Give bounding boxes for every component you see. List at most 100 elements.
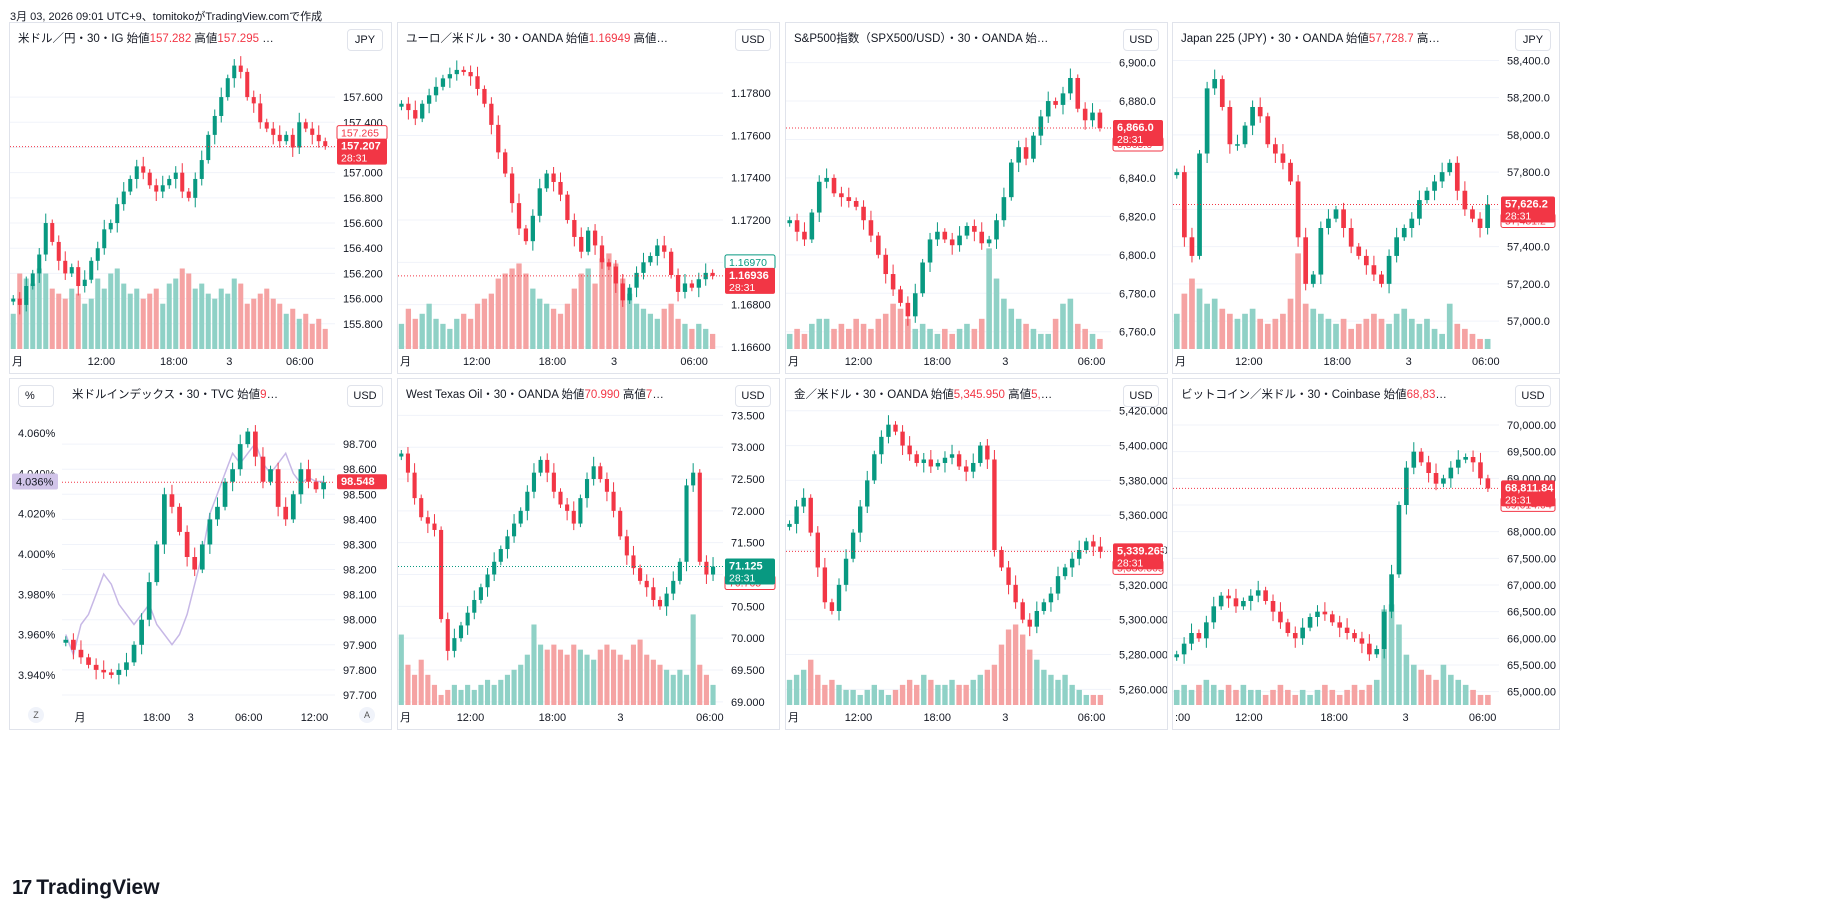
volume-bar — [1204, 303, 1210, 349]
volume-bar — [1067, 298, 1074, 349]
candle-body — [485, 574, 490, 588]
volume-bar — [703, 674, 709, 705]
currency-button[interactable]: USD — [1123, 385, 1159, 407]
candle-body — [618, 510, 623, 537]
chart-panel[interactable]: 98.700 98.600 98.500 98.400 98.300 98.200 98.1… — [9, 378, 392, 730]
candle-body — [1379, 274, 1384, 284]
y-tick-label: 67,000.00 — [1507, 580, 1556, 592]
percent-scale-button[interactable]: % — [18, 385, 54, 407]
candle-body — [957, 235, 962, 246]
panel-title[interactable]: West Texas Oil・30・OANDA 始値70.990 高値71.14… — [406, 386, 669, 402]
currency-button[interactable]: USD — [1515, 385, 1551, 407]
candle-body — [634, 272, 639, 288]
volume-bar — [928, 679, 934, 705]
volume-bar — [425, 674, 431, 705]
panel-title[interactable]: ビットコイン／米ドル・30・Coinbase 始値68,832.00 高値... — [1181, 386, 1449, 402]
candle-body — [544, 173, 549, 189]
currency-button[interactable]: USD — [347, 385, 383, 407]
volume-bar — [447, 328, 453, 349]
candle-body — [1048, 593, 1054, 603]
volume-bar — [971, 328, 978, 349]
zoom-button[interactable]: Z — [28, 707, 44, 723]
tradingview-logo[interactable]: 17 TradingView — [12, 876, 160, 900]
candle-body — [1315, 611, 1320, 617]
candle-body — [1441, 478, 1446, 484]
candle-body — [232, 65, 237, 79]
candle-body — [162, 494, 167, 545]
currency-button[interactable]: USD — [735, 385, 771, 407]
x-tick-label: 3 — [617, 712, 623, 724]
candle-body — [898, 289, 903, 303]
candle-body — [121, 191, 126, 205]
currency-button[interactable]: JPY — [347, 29, 383, 51]
volume-bar — [451, 684, 457, 705]
candle-body — [1060, 93, 1066, 105]
candle-body — [63, 639, 69, 643]
y-tick-label: 156.800 — [343, 193, 383, 205]
candle-body — [1219, 79, 1225, 107]
candle-body — [530, 215, 535, 242]
volume-bar — [654, 318, 660, 349]
candle-body — [1041, 602, 1047, 611]
volume-bar — [1001, 298, 1007, 349]
panel-title[interactable]: S&P500指数（SPX500/USD）・30・OANDA 始値6,868.4 … — [794, 30, 1057, 46]
candle-body — [489, 103, 494, 125]
volume-bar — [1012, 624, 1019, 705]
y-tick-label: 98.500 — [343, 489, 377, 501]
panel-title[interactable]: 米ドル／円・30・IG 始値157.282 高値157.295 安値157.20… — [18, 30, 281, 46]
volume-bar — [495, 278, 501, 349]
candle-body — [1485, 204, 1490, 228]
chart-panel[interactable]: 6,900.06,880.06,860.06,840.06,820.06,800… — [785, 22, 1168, 374]
volume-bar — [838, 323, 845, 349]
currency-button[interactable]: JPY — [1515, 29, 1551, 51]
candle-body — [1062, 567, 1068, 577]
candle-body — [620, 283, 625, 301]
volume-bar — [914, 684, 920, 705]
panel-title[interactable]: 金／米ドル・30・OANDA 始値5,345.950 高値5,346.600 安… — [794, 386, 1057, 402]
candle-body — [1272, 144, 1278, 154]
candle-body — [531, 472, 537, 492]
volume-bar — [454, 318, 460, 349]
chart-panel[interactable]: 58,400.058,200.058,000.057,800.057,600.0… — [1172, 22, 1560, 374]
y-tick-label: 1.17200 — [731, 215, 771, 227]
chart-panel[interactable]: 70,000.0069,500.0069,000.0068,500.0068,0… — [1172, 378, 1560, 730]
currency-button[interactable]: USD — [1123, 29, 1159, 51]
candle-body — [199, 544, 205, 570]
volume-bar — [557, 313, 564, 349]
x-tick-label: 18:00 — [160, 356, 188, 368]
volume-bar — [892, 689, 899, 705]
chart-panel[interactable]: 73.50073.00072.50072.00071.50071.00070.5… — [397, 378, 780, 730]
volume-bar — [1082, 328, 1088, 349]
volume-bar — [564, 303, 571, 349]
panel-title[interactable]: Japan 225 (JPY)・30・OANDA 始値57,728.7 高値57… — [1181, 30, 1449, 46]
volume-bar — [1030, 328, 1037, 349]
candle-body — [1280, 153, 1286, 163]
candle-body — [1006, 567, 1011, 585]
y-tick-label: 57,000.0 — [1507, 316, 1550, 328]
chart-panel[interactable]: 5,420.000 5,400.000 5,380.000 5,360.000 5,34… — [785, 378, 1168, 730]
volume-bar — [398, 634, 404, 705]
auto-scale-button[interactable]: A — [359, 707, 375, 723]
candle-body — [1197, 153, 1202, 256]
candle-body — [599, 245, 605, 263]
volume-bar — [231, 278, 237, 349]
candle-body — [868, 220, 874, 236]
candle-body — [1174, 654, 1180, 658]
volume-bar — [538, 644, 544, 705]
volume-bar — [986, 248, 992, 349]
candle-body — [972, 225, 977, 232]
candle-body — [454, 69, 459, 75]
candle-body — [1310, 274, 1316, 284]
currency-button[interactable]: USD — [735, 29, 771, 51]
candle-body — [1270, 601, 1276, 612]
volume-bar — [1462, 328, 1468, 349]
panel-title[interactable]: 米ドルインデックス・30・TVC 始値98.568 高値... — [72, 386, 281, 402]
candle-body — [1303, 237, 1309, 284]
volume-bar — [899, 684, 906, 705]
volume-bar — [1060, 303, 1066, 349]
volume-bar — [1431, 328, 1438, 349]
chart-panel[interactable]: 157.600157.400157.200157.000156.800156.6… — [9, 22, 392, 374]
panel-title[interactable]: ユーロ／米ドル・30・OANDA 始値1.16949 高値1.16950 安値.… — [406, 30, 669, 46]
chart-panel[interactable]: 1.178001.176001.174001.172001.170001.168… — [397, 22, 780, 374]
last-price-badge — [725, 267, 775, 294]
